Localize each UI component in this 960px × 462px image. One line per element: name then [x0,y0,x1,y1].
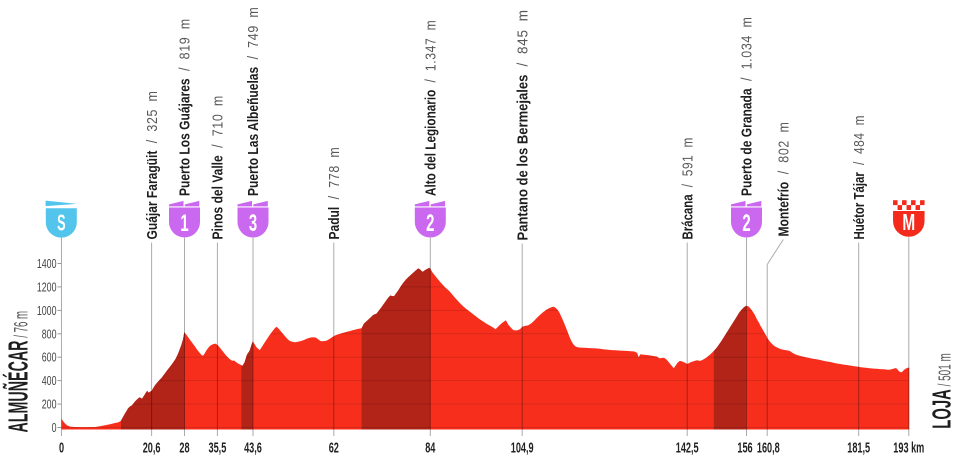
svg-text:142,5: 142,5 [676,439,699,456]
svg-text:Puerto Los Guájares / 819 m: Puerto Los Guájares / 819 m [177,18,193,196]
svg-text:193 km: 193 km [893,439,924,456]
svg-text:62: 62 [329,439,339,456]
svg-text:600: 600 [42,351,57,365]
svg-text:S: S [57,209,65,235]
svg-text:Brácana / 591 m: Brácana / 591 m [679,137,696,239]
svg-text:0: 0 [59,439,64,456]
svg-text:0: 0 [52,421,57,435]
svg-text:LOJA / 501 m: LOJA / 501 m [928,353,956,429]
svg-text:20,6: 20,6 [143,439,161,456]
svg-text:104,9: 104,9 [511,439,534,456]
svg-text:400: 400 [42,375,57,389]
svg-text:Alto del Legionario / 1.347 m: Alto del Legionario / 1.347 m [422,20,438,196]
svg-text:160,8: 160,8 [757,439,780,456]
svg-text:156: 156 [737,439,752,456]
svg-text:200: 200 [42,398,57,412]
svg-text:Guájar Faragüit / 325 m: Guájar Faragüit / 325 m [144,90,160,239]
svg-text:M: M [902,210,915,236]
svg-text:Puerto de Granada / 1.034 m: Puerto de Granada / 1.034 m [739,17,755,196]
svg-text:84: 84 [425,439,435,456]
svg-text:Pantano de los Bermejales / 84: Pantano de los Bermejales / 845 m [515,9,532,240]
svg-text:1000: 1000 [37,304,57,318]
svg-text:1400: 1400 [37,257,57,271]
svg-text:Puerto Las Albeñuelas / 749 m: Puerto Las Albeñuelas / 749 m [245,7,261,196]
svg-text:181,5: 181,5 [847,439,870,456]
svg-text:Huétor Tájar / 484 m: Huétor Tájar / 484 m [851,115,868,240]
svg-text:2: 2 [426,210,434,236]
svg-text:Padul / 778 m: Padul / 778 m [326,147,342,240]
svg-text:1200: 1200 [37,281,57,295]
svg-text:3: 3 [249,210,257,236]
svg-text:2: 2 [742,210,750,236]
svg-text:ALMUÑÉCAR / 76 m: ALMUÑÉCAR / 76 m [2,311,33,433]
svg-text:1: 1 [180,210,188,236]
svg-text:Pinos del Valle / 710 m: Pinos del Valle / 710 m [210,95,226,239]
svg-text:28: 28 [179,439,189,456]
svg-text:43,6: 43,6 [244,439,262,456]
svg-text:800: 800 [42,328,57,342]
svg-text:Montefrío / 802 m: Montefrío / 802 m [775,122,791,237]
svg-text:35,5: 35,5 [209,439,227,456]
